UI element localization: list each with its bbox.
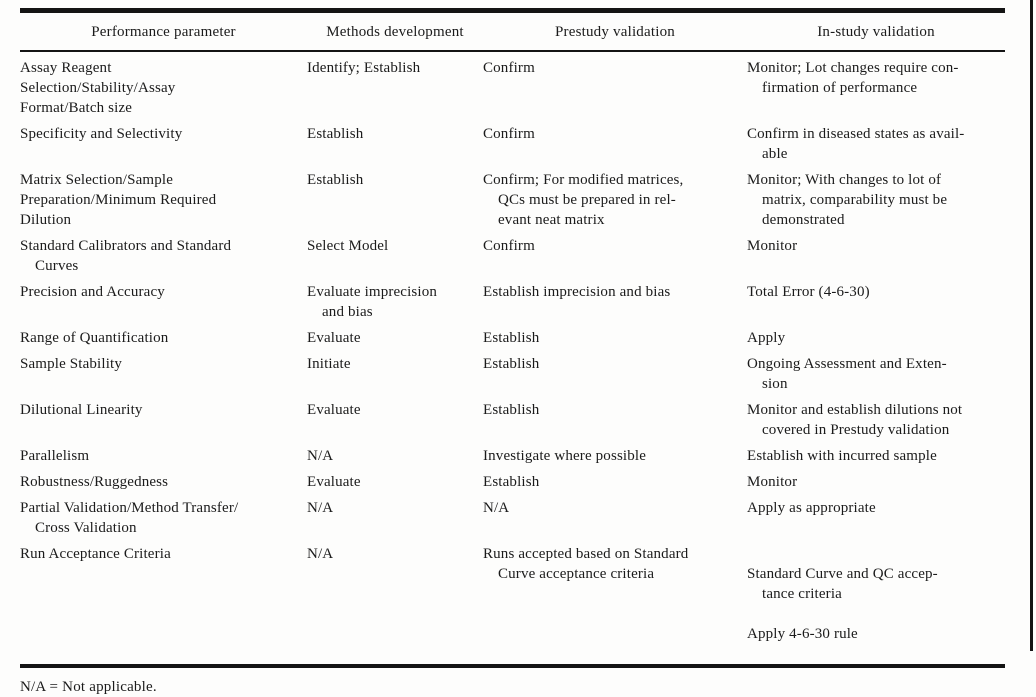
cell-prestudy: Establish imprecision and bias — [483, 284, 671, 300]
cell-instudy: Apply as appropriate — [747, 500, 876, 516]
cell-prestudy: Confirm; For modified matrices, QCs must… — [483, 172, 684, 228]
cell-methods: Evaluate — [307, 402, 361, 418]
cell-prestudy: Confirm — [483, 126, 535, 142]
cell-prestudy: Establish — [483, 474, 540, 490]
cell-instudy: Establish with incurred sample — [747, 448, 937, 464]
cell-methods: Evaluate — [307, 474, 361, 490]
cell-prestudy: Confirm — [483, 60, 535, 76]
cell-methods: Establish — [307, 172, 364, 188]
cell-methods: Evaluate imprecision and bias — [307, 284, 438, 320]
table-row: Range of Quantification Evaluate Establi… — [20, 322, 1005, 348]
table-row: Standard Calibrators and Standard Curves… — [20, 230, 1005, 276]
cell-instudy: Monitor — [747, 238, 798, 254]
cell-parameter: Run Acceptance Criteria — [20, 546, 171, 562]
table-row: Precision and Accuracy Evaluate imprecis… — [20, 276, 1005, 322]
cell-parameter: Standard Calibrators and Standard Curves — [20, 238, 232, 274]
cell-prestudy: Runs accepted based on Standard Curve ac… — [483, 546, 689, 582]
cell-methods: Select Model — [307, 238, 389, 254]
table-row: Specificity and Selectivity Establish Co… — [20, 118, 1005, 164]
table-row: Assay Reagent Selection/Stability/Assay … — [20, 51, 1005, 118]
page-edge-line — [1030, 0, 1033, 651]
cell-methods: N/A — [307, 500, 334, 516]
cell-parameter: Dilutional Linearity — [20, 402, 143, 418]
footnote: N/A = Not applicable. — [20, 679, 157, 695]
cell-instudy: Ongoing Assessment and Exten- sion — [747, 356, 947, 392]
table-row: Robustness/Ruggedness Evaluate Establish… — [20, 466, 1005, 492]
cell-prestudy: Establish — [483, 330, 540, 346]
validation-table: Performance parameter Methods developmen… — [20, 8, 1005, 668]
column-header-prestudy-validation: Prestudy validation — [483, 10, 747, 52]
table-row: Parallelism N/A Investigate where possib… — [20, 440, 1005, 466]
cell-parameter: Precision and Accuracy — [20, 284, 165, 300]
cell-parameter: Sample Stability — [20, 356, 122, 372]
cell-parameter: Parallelism — [20, 448, 90, 464]
cell-prestudy: Establish — [483, 356, 540, 372]
cell-methods: N/A — [307, 448, 334, 464]
cell-parameter: Matrix Selection/Sample Preparation/Mini… — [20, 172, 217, 228]
table-row: Matrix Selection/Sample Preparation/Mini… — [20, 164, 1005, 230]
cell-instudy: Confirm in diseased states as avail- abl… — [747, 126, 965, 162]
cell-prestudy: N/A — [483, 500, 510, 516]
cell-instudy: Total Error (4-6-30) — [747, 284, 870, 300]
cell-parameter: Robustness/Ruggedness — [20, 474, 169, 490]
instudy-apply-rule-text: Apply 4-6-30 rule — [747, 626, 858, 642]
cell-methods: N/A — [307, 546, 334, 562]
cell-parameter: Range of Quantification — [20, 330, 169, 346]
cell-methods: Evaluate — [307, 330, 361, 346]
cell-methods: Establish — [307, 126, 364, 142]
cell-instudy: Apply — [747, 330, 786, 346]
cell-instudy: Monitor and establish dilutions not cove… — [747, 402, 963, 438]
cell-prestudy: Confirm — [483, 238, 535, 254]
cell-methods: Identify; Establish — [307, 60, 421, 76]
table-row: Run Acceptance Criteria N/A Runs accepte… — [20, 538, 1005, 666]
cell-instudy: Monitor — [747, 474, 798, 490]
cell-parameter: Partial Validation/Method Transfer/ Cros… — [20, 500, 239, 536]
table-row: Partial Validation/Method Transfer/ Cros… — [20, 492, 1005, 538]
cell-prestudy: Investigate where possible — [483, 448, 647, 464]
cell-parameter: Assay Reagent Selection/Stability/Assay … — [20, 60, 176, 116]
cell-prestudy: Establish — [483, 402, 540, 418]
table-row: Dilutional Linearity Evaluate Establish … — [20, 394, 1005, 440]
cell-instudy: Monitor; With changes to lot of matrix, … — [747, 172, 948, 228]
column-header-in-study-validation: In-study validation — [747, 10, 1005, 52]
cell-parameter: Specificity and Selectivity — [20, 126, 183, 142]
table-row: Sample Stability Initiate Establish Ongo… — [20, 348, 1005, 394]
instudy-acceptance-criteria-text: Standard Curve and QC accep- tance crite… — [747, 566, 938, 602]
column-header-performance-parameter: Performance parameter — [20, 10, 307, 52]
cell-instudy: Monitor; Lot changes require con- firmat… — [747, 60, 959, 96]
header-row: Performance parameter Methods developmen… — [20, 10, 1005, 52]
column-header-methods-development: Methods development — [307, 10, 483, 52]
cell-methods: Initiate — [307, 356, 351, 372]
cell-instudy: Standard Curve and QC accep- tance crite… — [747, 538, 1005, 666]
